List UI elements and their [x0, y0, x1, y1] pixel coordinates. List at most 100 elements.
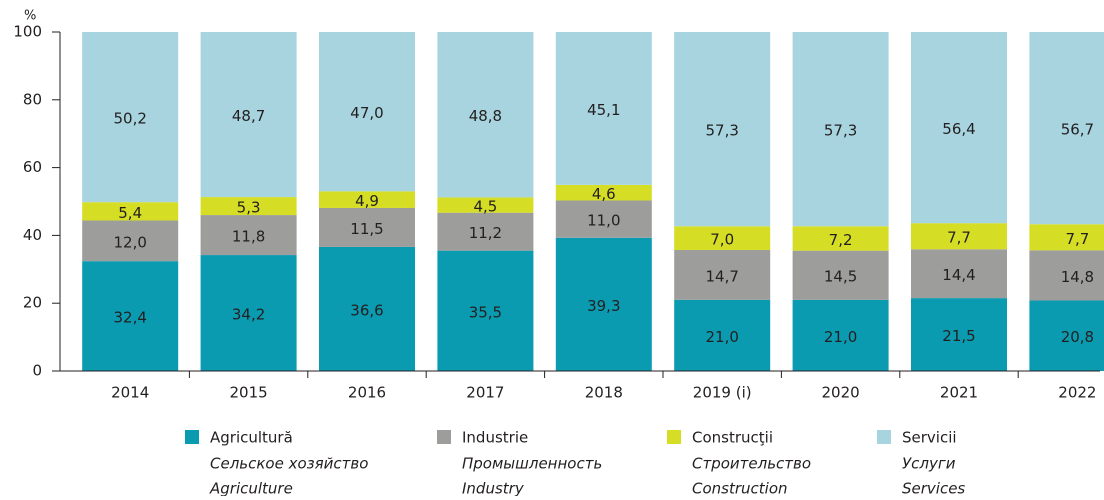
value-label: 56,4 [942, 120, 975, 138]
legend-sublabel: Industry [462, 480, 525, 497]
value-label: 34,2 [232, 306, 265, 324]
value-label: 11,0 [587, 212, 620, 230]
y-tick-label: 80 [23, 90, 42, 108]
bar-segment [437, 250, 534, 371]
bar-segment [674, 32, 771, 227]
bar-segment [674, 299, 771, 371]
bar-segment [437, 197, 534, 213]
bar-segment [674, 226, 771, 250]
bar-segment [911, 298, 1007, 371]
value-label: 4,5 [473, 198, 497, 216]
y-tick-label: 0 [32, 362, 42, 380]
bar-segment [792, 250, 889, 300]
legend-sublabel: Промышленность [462, 455, 602, 473]
value-label: 11,2 [469, 224, 502, 242]
x-tick-label: 2020 [822, 384, 860, 402]
y-tick-label: 60 [23, 158, 42, 176]
legend-swatch [437, 430, 451, 444]
bar-segment [200, 197, 297, 216]
value-label: 21,5 [942, 327, 975, 345]
x-tick-label: 2019 (i) [693, 384, 752, 402]
value-label: 57,3 [824, 122, 857, 140]
value-label: 36,6 [350, 301, 383, 319]
bar-segment [555, 237, 652, 371]
value-label: 45,1 [587, 101, 620, 119]
value-label: 5,4 [118, 204, 142, 222]
x-tick-label: 2014 [111, 384, 149, 402]
x-tick-label: 2022 [1058, 384, 1096, 402]
value-label: 14,7 [705, 267, 738, 285]
value-label: 11,8 [232, 228, 265, 246]
value-label: 21,0 [705, 328, 738, 346]
value-label: 4,6 [592, 185, 616, 203]
bar-segment [1029, 224, 1104, 251]
value-label: 14,8 [1061, 268, 1094, 286]
bar-segment [911, 223, 1007, 250]
value-label: 56,7 [1061, 121, 1094, 139]
y-tick-label: 100 [13, 23, 42, 41]
bar-segment [200, 255, 297, 371]
value-label: 20,8 [1061, 328, 1094, 346]
legend-sublabel: Services [902, 480, 965, 497]
value-label: 14,5 [824, 268, 857, 286]
bar-segment [1029, 250, 1104, 301]
y-tick-label: 20 [23, 294, 42, 312]
value-label: 50,2 [113, 110, 146, 128]
x-tick-label: 2018 [585, 384, 623, 402]
value-label: 39,3 [587, 297, 620, 315]
bar-segment [319, 191, 415, 208]
legend-swatch [185, 430, 199, 444]
y-unit: % [24, 9, 36, 24]
value-label: 35,5 [469, 303, 502, 321]
legend-label: Servicii [902, 429, 957, 447]
legend-sublabel: Сельское хозяйство [210, 455, 368, 473]
value-label: 4,9 [355, 192, 379, 210]
bar-segment [437, 212, 534, 251]
value-label: 11,5 [350, 220, 383, 238]
value-label: 57,3 [705, 122, 738, 140]
bar-segment [82, 202, 179, 221]
value-label: 5,3 [237, 199, 261, 217]
bar-segment [200, 32, 297, 198]
bar-segment [1029, 300, 1104, 371]
bar-segment [555, 184, 652, 201]
bar-segment [82, 261, 179, 371]
value-label: 12,0 [113, 233, 146, 251]
x-tick-label: 2021 [940, 384, 978, 402]
bar-segment [319, 246, 415, 371]
bar-segment [911, 249, 1007, 299]
x-tick-label: 2015 [230, 384, 268, 402]
value-label: 48,8 [469, 107, 502, 125]
value-label: 47,0 [350, 104, 383, 122]
legend-label: Industrie [462, 429, 528, 447]
legend-label: Agricultură [210, 429, 293, 447]
legend-label: Construcţii [692, 429, 773, 447]
value-label: 7,7 [947, 229, 971, 247]
bar-segment [792, 32, 889, 227]
value-label: 21,0 [824, 328, 857, 346]
legend-sublabel: Construction [692, 480, 788, 497]
bar-segment [437, 32, 534, 198]
value-label: 32,4 [113, 309, 146, 327]
legend-sublabel: Agriculture [209, 480, 293, 497]
bar-segment [555, 32, 652, 185]
legend-swatch [667, 430, 681, 444]
bar-segment [792, 226, 889, 251]
bar-segment [82, 220, 179, 262]
y-tick-label: 40 [23, 226, 42, 244]
value-label: 7,0 [710, 231, 734, 249]
bar-segment [792, 299, 889, 371]
legend-swatch [877, 430, 891, 444]
legend-sublabel: Услуги [902, 455, 956, 473]
bar-segment [200, 215, 297, 256]
bar-segment [1029, 32, 1104, 225]
bar-segment [555, 200, 652, 238]
x-tick-label: 2017 [466, 384, 504, 402]
bar-segment [319, 207, 415, 247]
value-label: 7,7 [1065, 230, 1089, 248]
bar-segment [674, 249, 771, 300]
value-label: 7,2 [829, 231, 853, 249]
value-label: 14,4 [942, 266, 975, 284]
legend-sublabel: Строительство [692, 455, 811, 473]
